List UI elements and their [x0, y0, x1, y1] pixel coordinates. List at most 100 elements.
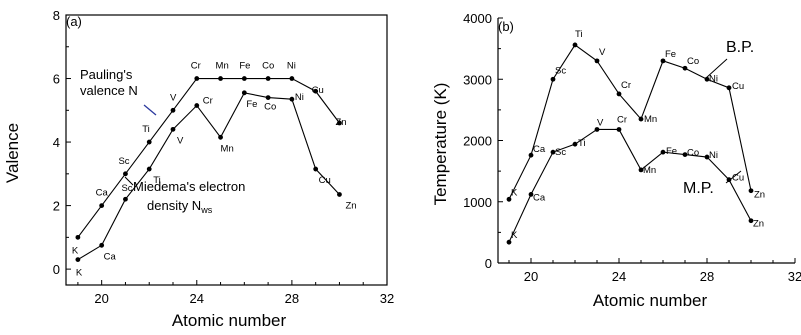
x-tick-label: 20	[94, 291, 108, 306]
data-point	[337, 192, 342, 197]
pauling-annotation-line2: valence N	[80, 83, 138, 98]
data-point	[748, 218, 754, 224]
y-tick-label: 2	[53, 199, 60, 214]
data-point	[265, 95, 271, 100]
y-tick-label: 0	[53, 262, 60, 277]
data-point	[660, 58, 666, 64]
data-point	[75, 234, 81, 240]
data-point	[337, 120, 342, 126]
data-point	[170, 126, 176, 132]
data-point	[313, 88, 319, 94]
point-label: Cr	[621, 80, 631, 91]
data-point	[506, 196, 512, 202]
data-point	[265, 76, 271, 81]
data-point	[75, 257, 81, 262]
data-point	[289, 76, 295, 81]
point-label: Ni	[709, 150, 718, 161]
point-label: Ti	[575, 29, 583, 40]
x-tick-label: 20	[524, 269, 538, 284]
plot-frame	[65, 14, 388, 286]
data-point	[123, 171, 128, 177]
mp-series-label: M.P.	[683, 180, 714, 197]
data-point	[616, 127, 622, 132]
mp-label-arrow	[725, 170, 742, 184]
x-tick-label: 24	[190, 291, 204, 306]
pauling-annotation-line1: Pauling's	[80, 67, 133, 82]
panel-b-y-axis-title: Temperature (K)	[431, 83, 450, 206]
y-tick-label: 6	[53, 72, 60, 87]
point-label: K	[511, 187, 518, 198]
point-label: Ca	[104, 251, 117, 262]
data-point	[99, 242, 105, 248]
point-label: V	[177, 135, 184, 146]
point-label: Mn	[216, 61, 229, 72]
point-label: Mn	[643, 165, 656, 176]
x-tick-label: 28	[285, 291, 299, 306]
y-tick-label: 4	[53, 135, 60, 150]
point-label: Mn	[644, 114, 657, 125]
panel-b-chart: 20 24 28 32 0 1000 2000 3000 4000 K Ca Sc Ti V Cr Mn Fe C…	[431, 11, 801, 310]
point-label: Co	[687, 148, 699, 159]
point-label: Mn	[221, 143, 234, 154]
point-label: Fe	[246, 99, 257, 110]
point-label: Co	[687, 56, 699, 67]
point-label: Ni	[709, 73, 718, 84]
data-point	[704, 154, 710, 160]
data-point	[682, 152, 688, 157]
data-point	[660, 149, 666, 155]
series-line	[77, 77, 340, 238]
point-label: V	[170, 92, 177, 103]
point-label: V	[597, 117, 604, 128]
point-label: Ca	[96, 188, 109, 199]
data-point	[241, 76, 247, 81]
data-point	[528, 152, 534, 158]
data-point	[616, 91, 622, 97]
miedema-annotation-arrow	[124, 176, 134, 186]
miedema-annotation-line2: density Nws	[147, 198, 213, 215]
point-label: Ni	[287, 61, 296, 72]
point-label: Cr	[191, 61, 201, 72]
data-point	[528, 192, 534, 197]
data-point	[748, 188, 754, 194]
miedema-annotation-subscript: ws	[200, 205, 212, 215]
point-label: Fe	[239, 61, 250, 72]
data-point	[550, 149, 556, 155]
point-label: Sc	[555, 147, 566, 158]
point-label: Cu	[312, 85, 324, 96]
y-tick-label: 8	[53, 8, 60, 23]
data-point	[146, 139, 152, 145]
panel-a-y-axis-title: Valence	[3, 123, 22, 183]
x-tick-label: 32	[788, 269, 801, 284]
data-point	[572, 42, 578, 48]
point-label: Cr	[617, 114, 627, 125]
point-label: Sc	[118, 156, 129, 167]
miedema-annotation-density: density N	[147, 198, 201, 213]
miedema-annotation-line1: Miedema's electron	[133, 179, 245, 194]
data-point	[726, 85, 732, 91]
data-point	[638, 116, 644, 122]
series-line	[77, 92, 340, 261]
point-label: Zn	[335, 117, 346, 128]
point-label: Co	[264, 102, 276, 113]
data-point	[550, 76, 556, 82]
data-point	[506, 239, 512, 245]
point-label: Fe	[666, 146, 677, 157]
point-label: Ti	[153, 175, 161, 186]
point-label: Cu	[732, 173, 744, 184]
point-label: Fe	[665, 49, 676, 60]
data-point	[594, 58, 600, 64]
data-point	[218, 134, 223, 140]
point-label: Ti	[578, 138, 586, 149]
data-point	[289, 96, 295, 102]
point-label: Zn	[754, 190, 765, 201]
point-label: V	[599, 47, 606, 58]
x-tick-label: 24	[612, 269, 626, 284]
data-point	[313, 166, 319, 172]
series-line	[508, 44, 752, 200]
point-label: Cr	[203, 96, 213, 107]
y-tick-label: 1000	[463, 195, 492, 210]
panel-a-x-axis-title: Atomic number	[172, 311, 287, 330]
